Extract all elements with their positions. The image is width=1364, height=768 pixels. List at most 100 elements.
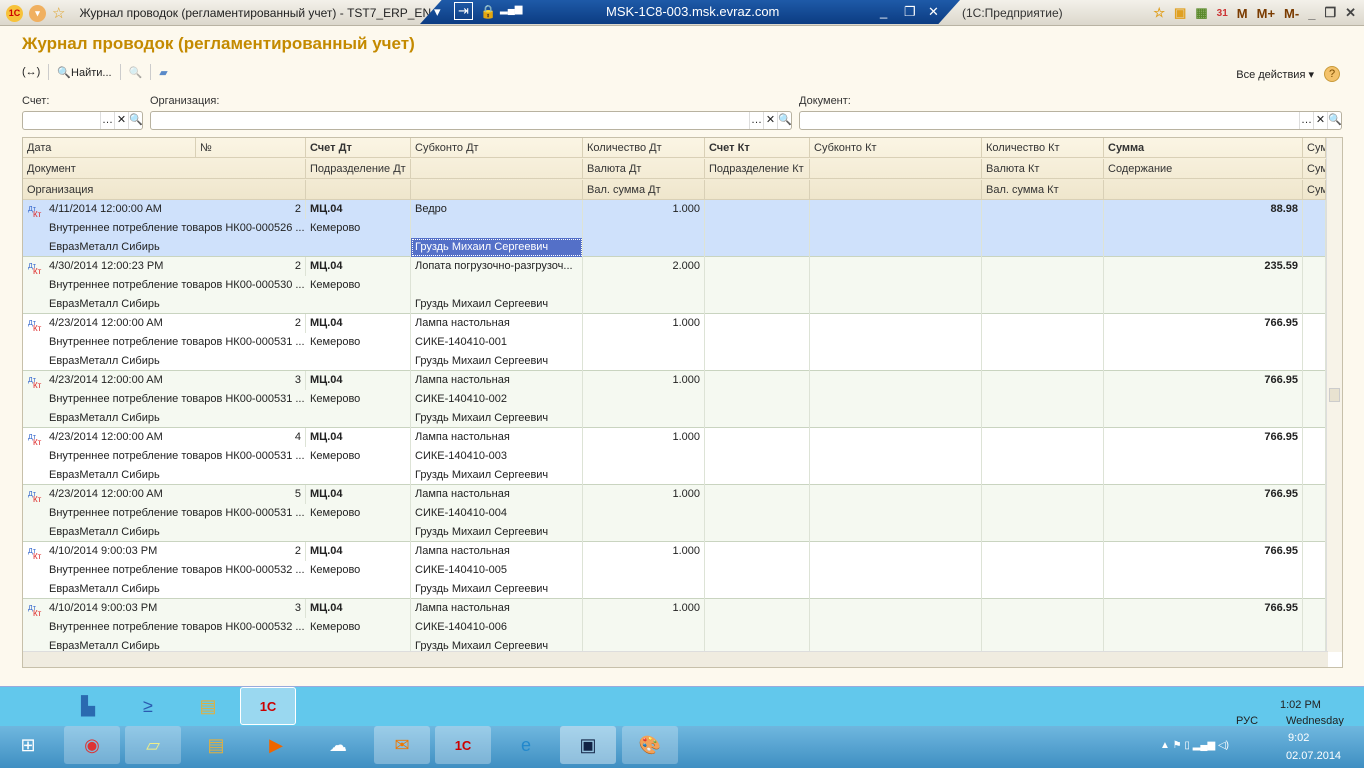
cell-num[interactable]: 2: [196, 542, 306, 561]
cell-acc-dt[interactable]: МЦ.04: [306, 257, 411, 276]
cell-doc[interactable]: Внутреннее потребление товаров НК00-0005…: [49, 450, 305, 462]
cell-sum[interactable]: 766.95: [1104, 428, 1303, 447]
cell-sub1[interactable]: Лампа настольная: [411, 485, 583, 504]
cell-qty[interactable]: 2.000: [583, 257, 705, 276]
cell-num[interactable]: 2: [196, 257, 306, 276]
add-favorite-icon[interactable]: ☆: [1153, 5, 1166, 20]
vertical-scrollbar[interactable]: [1326, 138, 1342, 652]
table-row[interactable]: Дт Кт 4/10/2014 9:00:03 PM 3 МЦ.04 Лампа наст…: [23, 599, 1326, 652]
cell-org[interactable]: ЕвразМеталл Сибирь: [49, 355, 160, 367]
rdp-minimize-button[interactable]: _: [880, 4, 888, 19]
cell-qty[interactable]: 1.000: [583, 599, 705, 618]
cell-sum[interactable]: 766.95: [1104, 314, 1303, 333]
column-header-cur-dt[interactable]: Валюта Дт: [583, 159, 705, 179]
find-button[interactable]: 🔍Найти...: [57, 66, 111, 79]
select-button[interactable]: …: [1299, 112, 1313, 129]
cell-sub3[interactable]: Груздь Михаил Сергеевич: [411, 409, 583, 428]
rdp-restore-button[interactable]: ❐: [904, 4, 916, 19]
column-header-qty-dt[interactable]: Количество Дт: [583, 138, 705, 158]
cell-sub2[interactable]: СИКЕ-140410-004: [411, 504, 583, 523]
cancel-search-icon[interactable]: 🔍: [128, 66, 143, 79]
column-header-dept-kt[interactable]: Подразделение Кт: [705, 159, 810, 179]
cell-sub3[interactable]: Груздь Михаил Сергеевич: [411, 295, 583, 314]
cell-sub2[interactable]: СИКЕ-140410-001: [411, 333, 583, 352]
table-row[interactable]: Дт Кт 4/23/2014 12:00:00 AM 3 МЦ.04 Лампа нас…: [23, 371, 1326, 428]
rdp-pin-icon[interactable]: ⇥: [454, 2, 473, 20]
cell-num[interactable]: 2: [196, 200, 306, 219]
cell-sub2[interactable]: [411, 276, 583, 295]
cell-sum[interactable]: 766.95: [1104, 542, 1303, 561]
table-row[interactable]: Дт Кт 4/30/2014 12:00:23 PM 2 МЦ.04 Лопата по…: [23, 257, 1326, 314]
edit-icon[interactable]: ▰: [159, 66, 168, 79]
remote-language[interactable]: РУС: [1236, 715, 1259, 727]
column-header-num[interactable]: №: [196, 138, 306, 158]
mem-plus-button[interactable]: M+: [1256, 5, 1276, 21]
column-header-sub-dt[interactable]: Субконто Дт: [411, 138, 583, 158]
explorer-icon[interactable]: ▤: [199, 695, 217, 716]
cell-sub2[interactable]: СИКЕ-140410-002: [411, 390, 583, 409]
cell-num[interactable]: 3: [196, 599, 306, 618]
cell-acc-dt[interactable]: МЦ.04: [306, 314, 411, 333]
cell-sub1[interactable]: Лампа настольная: [411, 314, 583, 333]
account-input[interactable]: … ✕ 🔍: [22, 111, 143, 130]
cell-sub3[interactable]: Груздь Михаил Сергеевич: [411, 580, 583, 599]
cell-org[interactable]: ЕвразМеталл Сибирь: [49, 412, 160, 424]
column-header-valsum-kt[interactable]: Вал. сумма Кт: [982, 180, 1104, 200]
column-header-acc-dt[interactable]: Счет Дт: [306, 138, 411, 158]
cell-sub3[interactable]: Груздь Михаил Сергеевич: [411, 523, 583, 542]
clock-time[interactable]: 9:02: [1288, 732, 1310, 744]
outlook-icon[interactable]: ✉: [374, 726, 430, 764]
org-input[interactable]: … ✕ 🔍: [150, 111, 792, 130]
cell-sub1[interactable]: Лампа настольная: [411, 428, 583, 447]
cell-sub2[interactable]: [411, 219, 583, 238]
1c-app-icon[interactable]: 1С: [240, 687, 296, 725]
cell-org[interactable]: ЕвразМеталл Сибирь: [49, 469, 160, 481]
cell-org[interactable]: ЕвразМеталл Сибирь: [49, 526, 160, 538]
restore-button[interactable]: ❐: [1324, 5, 1337, 20]
expand-icon[interactable]: (↔): [22, 66, 41, 78]
cell-acc-dt[interactable]: МЦ.04: [306, 485, 411, 504]
paint-icon[interactable]: 🎨: [622, 726, 678, 764]
cell-doc[interactable]: Внутреннее потребление товаров НК00-0005…: [49, 393, 305, 405]
cell-sub1[interactable]: Лампа настольная: [411, 371, 583, 390]
cell-date[interactable]: 4/10/2014 9:00:03 PM: [49, 545, 158, 557]
cell-acc-dt[interactable]: МЦ.04: [306, 599, 411, 618]
cell-doc[interactable]: Внутреннее потребление товаров НК00-0005…: [49, 564, 305, 576]
cell-num[interactable]: 4: [196, 428, 306, 447]
cell-dept[interactable]: Кемерово: [306, 618, 411, 637]
column-header-document[interactable]: Документ: [23, 159, 306, 179]
start-button[interactable]: ⊞: [20, 734, 36, 755]
cell-doc[interactable]: Внутреннее потребление товаров НК00-0005…: [49, 621, 305, 633]
cell-dept[interactable]: Кемерово: [306, 504, 411, 523]
cell-sub1[interactable]: Ведро: [411, 200, 583, 219]
cell-org[interactable]: ЕвразМеталл Сибирь: [49, 298, 160, 310]
cell-acc-dt[interactable]: МЦ.04: [306, 371, 411, 390]
cell-doc[interactable]: Внутреннее потребление товаров НК00-0005…: [49, 222, 305, 234]
mem-minus-button[interactable]: M-: [1284, 5, 1300, 21]
column-header-sum2[interactable]: Сум: [1303, 180, 1326, 200]
horizontal-scrollbar[interactable]: [23, 651, 1328, 667]
cell-dept[interactable]: Кемерово: [306, 276, 411, 295]
column-header-dept-dt[interactable]: Подразделение Дт: [306, 159, 411, 179]
cell-qty[interactable]: 1.000: [583, 428, 705, 447]
cell-date[interactable]: 4/23/2014 12:00:00 AM: [49, 488, 163, 500]
column-header-sub-kt[interactable]: Субконто Кт: [810, 138, 982, 158]
table-row[interactable]: Дт Кт 4/10/2014 9:00:03 PM 2 МЦ.04 Лампа наст…: [23, 542, 1326, 599]
column-header-sum[interactable]: Сумма: [1104, 138, 1303, 158]
cell-date[interactable]: 4/10/2014 9:00:03 PM: [49, 602, 158, 614]
1c-logo-icon[interactable]: 1С: [6, 4, 23, 22]
cell-sub3[interactable]: Груздь Михаил Сергеевич: [411, 466, 583, 485]
cell-sub2[interactable]: СИКЕ-140410-005: [411, 561, 583, 580]
search-icon[interactable]: 🔍: [1327, 112, 1342, 129]
cell-doc[interactable]: Внутреннее потребление товаров НК00-0005…: [49, 279, 305, 291]
clock-date[interactable]: 02.07.2014: [1286, 750, 1342, 762]
minimize-button[interactable]: _: [1308, 5, 1316, 21]
menu-dropdown-icon[interactable]: ▾: [29, 4, 46, 22]
column-header-sum2[interactable]: Сум: [1303, 138, 1326, 158]
rdp-close-button[interactable]: ✕: [928, 4, 939, 19]
cell-sum[interactable]: 766.95: [1104, 371, 1303, 390]
powershell-icon[interactable]: ≥: [143, 695, 153, 716]
cell-date[interactable]: 4/23/2014 12:00:00 AM: [49, 374, 163, 386]
cell-sum[interactable]: 766.95: [1104, 485, 1303, 504]
tray-expand-icon[interactable]: ▲ ⚑ ▯ ▂▄▆ ◁): [1160, 740, 1229, 751]
